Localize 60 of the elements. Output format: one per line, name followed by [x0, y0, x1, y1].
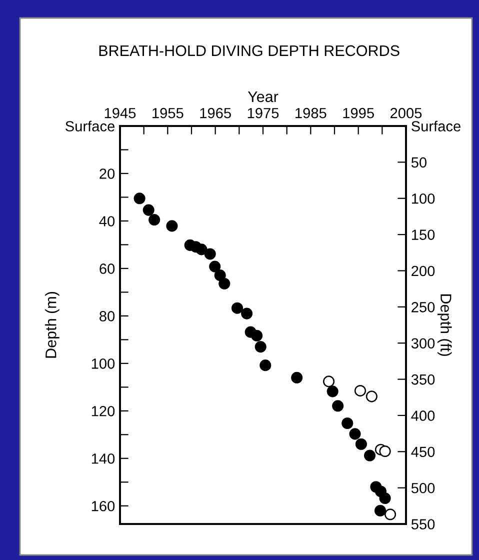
- y2-tick-label: 300: [411, 338, 435, 349]
- x-tick-label: 1975: [248, 108, 279, 118]
- y-tick-label: Surface: [66, 120, 114, 132]
- y-axis-title: Depth (m): [45, 292, 60, 358]
- point: [251, 330, 263, 342]
- y2-axis-title: Depth (ft): [438, 294, 452, 356]
- y-tick-label: 60: [100, 264, 115, 274]
- point: [374, 504, 386, 516]
- y2-tick-label: 100: [412, 193, 435, 204]
- point: [134, 192, 146, 204]
- point: [355, 438, 367, 450]
- y2-tick-label: Surface: [412, 120, 460, 132]
- point: [204, 248, 216, 260]
- point: [332, 400, 344, 412]
- point: [166, 220, 178, 232]
- x-tick-label: 1965: [200, 108, 231, 118]
- y2-tick-label: 400: [411, 410, 435, 421]
- y-tick-label: 20: [100, 168, 115, 179]
- point: [231, 302, 244, 314]
- y-tick-label: 120: [92, 406, 115, 416]
- y-tick-label: 40: [99, 216, 115, 226]
- point: [196, 244, 208, 256]
- chart-title: BREATH-HOLD DIVING DEPTH RECORDS: [99, 45, 400, 56]
- y2-tick-label: 250: [412, 302, 435, 312]
- point: [241, 308, 253, 320]
- x-tick-label: 1955: [152, 108, 184, 118]
- point: [148, 214, 160, 226]
- point: [354, 384, 366, 396]
- point: [291, 372, 303, 384]
- x-axis-title: Year: [248, 91, 278, 102]
- y-tick-label: 140: [92, 453, 115, 464]
- y2-tick-label: 350: [411, 374, 435, 385]
- x-tick-label: 1995: [343, 108, 374, 118]
- y2-tick-label: 550: [411, 519, 435, 530]
- point: [384, 508, 396, 520]
- y-tick-label: 100: [92, 358, 115, 369]
- point: [323, 376, 335, 388]
- y2-tick-label: 450: [411, 446, 435, 458]
- point: [260, 360, 272, 372]
- y2-tick-label: 150: [412, 230, 435, 240]
- point: [379, 445, 391, 458]
- y-tick-label: 80: [100, 311, 115, 322]
- point: [214, 270, 226, 282]
- point: [218, 278, 230, 290]
- y2-tick-label: 500: [411, 482, 435, 494]
- point: [342, 417, 354, 430]
- point: [254, 341, 266, 353]
- point: [349, 428, 361, 440]
- y2-tick-label: 50: [411, 157, 427, 168]
- point: [366, 390, 378, 402]
- x-tick-label: 1945: [104, 108, 136, 118]
- x-tick-label: 2005: [390, 108, 422, 118]
- x-tick-label: 1985: [296, 108, 326, 118]
- point: [209, 260, 221, 272]
- point: [379, 492, 391, 504]
- point: [142, 204, 154, 216]
- y-tick-label: 160: [92, 500, 115, 512]
- point: [326, 386, 338, 398]
- y2-tick-label: 200: [412, 266, 435, 276]
- point: [364, 450, 376, 462]
